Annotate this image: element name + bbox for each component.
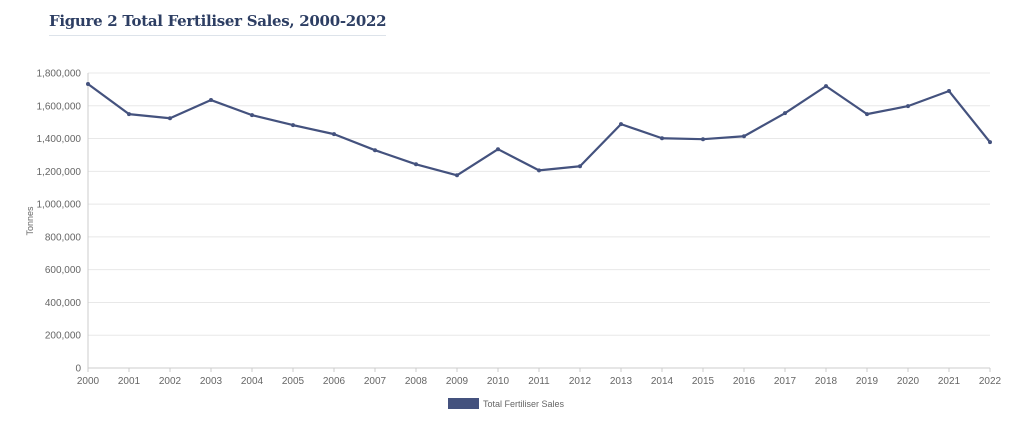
- x-tick-label: 2000: [77, 376, 100, 387]
- data-point[interactable]: [86, 81, 90, 86]
- y-tick-label: 1,200,000: [37, 167, 82, 178]
- data-point[interactable]: [332, 132, 336, 137]
- x-tick-label: 2009: [446, 376, 469, 387]
- x-tick-label: 2020: [897, 376, 920, 387]
- data-point[interactable]: [824, 84, 828, 89]
- data-point[interactable]: [414, 162, 418, 167]
- y-tick-label: 400,000: [45, 298, 82, 309]
- y-tick-label: 1,800,000: [37, 69, 82, 80]
- x-tick-label: 2002: [159, 376, 182, 387]
- x-tick-label: 2004: [241, 376, 264, 387]
- series-total-fertiliser-sales: [86, 81, 992, 178]
- data-point[interactable]: [619, 122, 623, 127]
- x-tick-label: 2007: [364, 376, 387, 387]
- data-point[interactable]: [537, 168, 541, 173]
- x-axis-ticks: 2000 2001 2002 2003 2004 2005 2006 2007 2008 2009…: [77, 368, 1002, 387]
- x-tick-label: 2014: [651, 376, 674, 387]
- y-tick-label: 1,000,000: [37, 200, 82, 211]
- data-point[interactable]: [742, 134, 746, 139]
- legend-swatch[interactable]: [448, 398, 479, 409]
- x-tick-label: 2015: [692, 376, 715, 387]
- data-point[interactable]: [250, 113, 254, 118]
- data-point[interactable]: [865, 112, 869, 117]
- x-tick-label: 2022: [979, 376, 1002, 387]
- x-tick-label: 2019: [856, 376, 879, 387]
- x-tick-label: 2011: [528, 376, 550, 387]
- y-axis-label: Tonnes: [25, 206, 35, 236]
- x-tick-label: 2012: [569, 376, 592, 387]
- data-point[interactable]: [947, 89, 951, 94]
- data-point[interactable]: [373, 148, 377, 153]
- data-point[interactable]: [291, 123, 295, 128]
- data-point[interactable]: [168, 116, 172, 121]
- x-tick-label: 2005: [282, 376, 305, 387]
- data-point[interactable]: [701, 137, 705, 142]
- gridlines: [87, 72, 990, 369]
- series-line: [87, 83, 991, 177]
- data-point[interactable]: [127, 112, 131, 117]
- data-point[interactable]: [660, 136, 664, 141]
- data-point[interactable]: [988, 140, 992, 145]
- chart-title: Figure 2 Total Fertiliser Sales, 2000-20…: [49, 12, 387, 36]
- data-point[interactable]: [496, 147, 500, 152]
- legend-label[interactable]: Total Fertiliser Sales: [483, 399, 565, 409]
- data-point[interactable]: [783, 111, 787, 116]
- y-tick-label: 0: [75, 364, 81, 375]
- x-tick-label: 2017: [774, 376, 797, 387]
- y-tick-label: 1,600,000: [37, 101, 82, 112]
- x-tick-label: 2008: [405, 376, 428, 387]
- x-tick-label: 2003: [200, 376, 223, 387]
- data-point[interactable]: [906, 104, 910, 109]
- x-tick-label: 2016: [733, 376, 756, 387]
- y-tick-label: 200,000: [45, 331, 82, 342]
- y-tick-label: 600,000: [45, 265, 82, 276]
- x-tick-label: 2018: [815, 376, 838, 387]
- data-point[interactable]: [455, 173, 459, 178]
- y-tick-label: 800,000: [45, 232, 82, 243]
- x-tick-label: 2001: [118, 376, 141, 387]
- x-tick-label: 2010: [487, 376, 510, 387]
- x-tick-label: 2021: [938, 376, 961, 387]
- x-tick-label: 2013: [610, 376, 633, 387]
- x-tick-label: 2006: [323, 376, 346, 387]
- y-axis-ticks: 0 200,000 400,000 600,000 800,000 1,000,000 1,…: [37, 69, 82, 375]
- data-point[interactable]: [578, 164, 582, 169]
- y-tick-label: 1,400,000: [37, 134, 82, 145]
- data-point[interactable]: [209, 98, 213, 103]
